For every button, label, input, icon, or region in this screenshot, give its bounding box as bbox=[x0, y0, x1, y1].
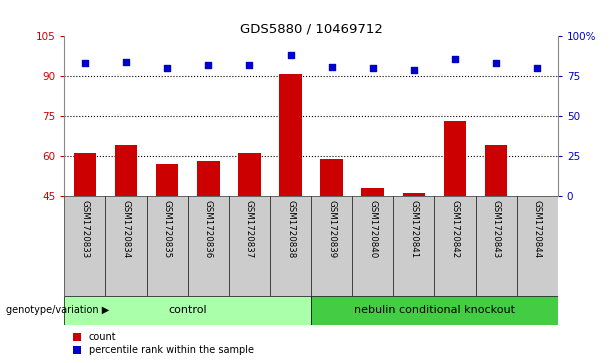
FancyBboxPatch shape bbox=[270, 196, 311, 296]
Bar bbox=[485, 146, 508, 196]
Text: GSM1720844: GSM1720844 bbox=[533, 200, 542, 258]
Point bbox=[532, 65, 542, 71]
Point bbox=[245, 62, 254, 68]
FancyBboxPatch shape bbox=[435, 196, 476, 296]
Point bbox=[204, 62, 213, 68]
Point bbox=[286, 53, 295, 58]
Text: nebulin conditional knockout: nebulin conditional knockout bbox=[354, 305, 515, 315]
Text: GSM1720833: GSM1720833 bbox=[80, 200, 89, 258]
Bar bbox=[197, 162, 219, 196]
Text: genotype/variation ▶: genotype/variation ▶ bbox=[6, 305, 109, 315]
Point bbox=[368, 65, 378, 71]
FancyBboxPatch shape bbox=[311, 196, 352, 296]
FancyBboxPatch shape bbox=[64, 196, 105, 296]
Bar bbox=[74, 154, 96, 196]
Legend: count, percentile rank within the sample: count, percentile rank within the sample bbox=[69, 329, 257, 359]
FancyBboxPatch shape bbox=[188, 196, 229, 296]
FancyBboxPatch shape bbox=[352, 196, 394, 296]
FancyBboxPatch shape bbox=[147, 196, 188, 296]
FancyBboxPatch shape bbox=[105, 196, 147, 296]
Bar bbox=[311, 296, 558, 325]
Point bbox=[450, 56, 460, 62]
FancyBboxPatch shape bbox=[476, 196, 517, 296]
Bar bbox=[444, 122, 466, 196]
Point bbox=[80, 61, 90, 66]
Point bbox=[162, 65, 172, 71]
Point bbox=[491, 61, 501, 66]
Text: GSM1720843: GSM1720843 bbox=[492, 200, 501, 258]
Text: GSM1720835: GSM1720835 bbox=[162, 200, 172, 258]
Bar bbox=[321, 159, 343, 196]
Bar bbox=[403, 193, 425, 196]
Text: GSM1720838: GSM1720838 bbox=[286, 200, 295, 258]
Bar bbox=[362, 188, 384, 196]
Title: GDS5880 / 10469712: GDS5880 / 10469712 bbox=[240, 22, 383, 35]
Text: GSM1720840: GSM1720840 bbox=[368, 200, 377, 258]
Bar bbox=[238, 154, 261, 196]
Bar bbox=[115, 146, 137, 196]
FancyBboxPatch shape bbox=[517, 196, 558, 296]
FancyBboxPatch shape bbox=[394, 196, 435, 296]
Text: control: control bbox=[169, 305, 207, 315]
Bar bbox=[280, 74, 302, 196]
Text: GSM1720839: GSM1720839 bbox=[327, 200, 336, 258]
Text: GSM1720834: GSM1720834 bbox=[121, 200, 131, 258]
Text: GSM1720837: GSM1720837 bbox=[245, 200, 254, 258]
Bar bbox=[156, 164, 178, 196]
FancyBboxPatch shape bbox=[229, 196, 270, 296]
Bar bbox=[64, 296, 311, 325]
Text: GSM1720842: GSM1720842 bbox=[451, 200, 460, 258]
Point bbox=[409, 67, 419, 73]
Text: GSM1720841: GSM1720841 bbox=[409, 200, 419, 258]
Point bbox=[327, 64, 337, 70]
Point bbox=[121, 59, 131, 65]
Text: GSM1720836: GSM1720836 bbox=[204, 200, 213, 258]
